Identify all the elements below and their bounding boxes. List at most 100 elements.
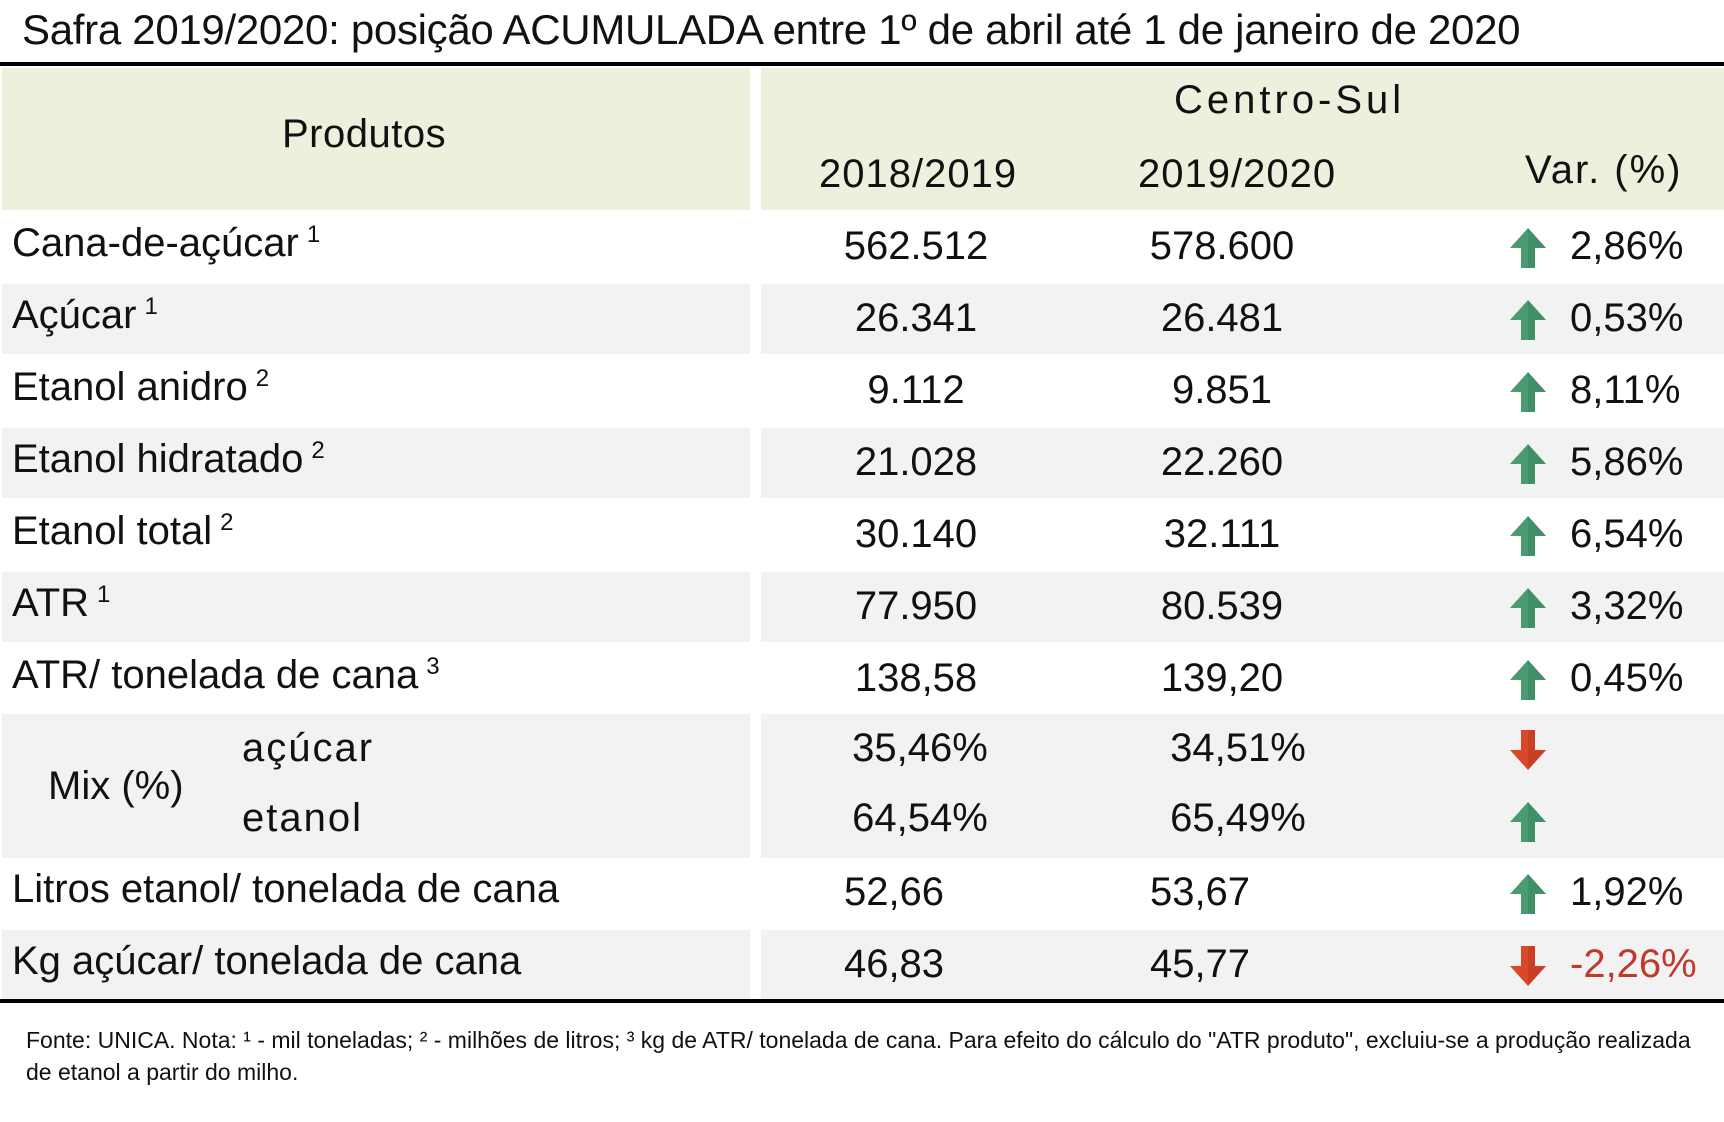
table-row: Cana-de-açúcar 1 562.512 578.600 2,86% (0, 212, 1724, 282)
row-label: Etanol total 2 (12, 507, 234, 561)
variation-value: -2,26% (1570, 942, 1697, 986)
table-row: Litros etanol/ tonelada de cana 52,66 53,6… (0, 858, 1724, 928)
row-label: ATR 1 (12, 579, 110, 633)
footnote-marker: 2 (255, 365, 270, 392)
arrow-down-icon (1508, 944, 1548, 988)
variation-value: 2,86% (1570, 224, 1684, 268)
table-row: Kg açúcar/ tonelada de cana 46,83 45,77 -2,… (0, 930, 1724, 1000)
page-title: Safra 2019/2020: posição ACUMULADA entre… (22, 6, 1521, 53)
row-band-right (761, 572, 1724, 642)
header-region-cell: Centro-Sul 2018/2019 2019/2020 Var. (%) (761, 68, 1724, 210)
value-2018-2019: 30.140 (854, 512, 978, 556)
arrow-up-icon (1508, 442, 1548, 486)
mix-label: Mix (%) (48, 764, 184, 808)
arrow-up-icon (1508, 298, 1548, 342)
arrow-up-icon (1508, 800, 1548, 844)
row-band-left (2, 714, 750, 858)
footnote-marker: 2 (220, 509, 234, 536)
row-label: Etanol hidratado 2 (12, 435, 325, 489)
row-label: Açúcar 1 (12, 291, 158, 345)
value-2018-2019: 21.028 (854, 440, 978, 484)
row-label-text: Etanol anidro (12, 365, 248, 409)
value-2018-2019: 138,58 (854, 656, 978, 700)
header-products-cell: Produtos (2, 68, 750, 210)
variation-value: 1,92% (1570, 870, 1684, 914)
value-2018-2019: 46,83 (843, 942, 945, 986)
value-2019-2020: 26.481 (1160, 296, 1284, 340)
row-label: Kg açúcar/ tonelada de cana (12, 937, 521, 985)
value-2018-2019: 26.341 (854, 296, 978, 340)
row-band-right (761, 714, 1724, 858)
source-footnote: Fonte: UNICA. Nota: ¹ - mil toneladas; ²… (26, 1027, 1691, 1085)
row-label-text: Açúcar (12, 293, 137, 337)
footnote-marker: 1 (144, 293, 158, 320)
footnote-marker: 2 (311, 437, 325, 464)
table-row: Etanol total 2 30.140 32.111 6,54% (0, 500, 1724, 570)
row-band-right (761, 428, 1724, 498)
row-label-text: Cana-de-açúcar (12, 221, 299, 265)
header-col-variation: Var. (%) (1525, 148, 1683, 192)
mix-sugar-label: açúcar (242, 726, 375, 770)
row-label-text: ATR/ tonelada de cana (12, 653, 419, 697)
row-label: Etanol anidro 2 (12, 363, 269, 417)
value-2019-2020: 22.260 (1160, 440, 1284, 484)
value-2018-2019: 52,66 (843, 870, 945, 914)
value-2019-2020: 53,67 (1149, 870, 1251, 914)
row-label: Litros etanol/ tonelada de cana (12, 865, 559, 913)
variation-value: 8,11% (1570, 368, 1681, 412)
row-label: Cana-de-açúcar 1 (12, 219, 320, 273)
row-band-left (2, 428, 750, 498)
arrow-up-icon (1508, 658, 1548, 702)
header-col-2019-2020: 2019/2020 (1138, 152, 1337, 196)
footnote-marker: 3 (426, 653, 440, 680)
mix-ethanol-label: etanol (242, 796, 363, 840)
variation-value: 3,32% (1570, 584, 1684, 628)
value-2019-2020: 32.111 (1163, 512, 1281, 556)
row-label-text: Litros etanol/ tonelada de cana (12, 867, 560, 911)
value-2019-2020: 9.851 (1171, 368, 1273, 412)
variation-value: 0,45% (1570, 656, 1684, 700)
mix-ethanol-2018-2019: 64,54% (852, 796, 988, 840)
arrow-up-icon (1508, 872, 1548, 916)
arrow-down-icon (1508, 728, 1548, 772)
footnote-marker: 1 (97, 581, 111, 608)
row-band-right (761, 284, 1724, 354)
arrow-up-icon (1508, 514, 1548, 558)
value-2019-2020: 45,77 (1149, 942, 1251, 986)
value-2019-2020: 139,20 (1160, 656, 1284, 700)
row-label-text: Kg açúcar/ tonelada de cana (12, 939, 522, 983)
table-row: Etanol hidratado 2 21.028 22.260 5,86% (0, 428, 1724, 498)
value-2019-2020: 578.600 (1149, 224, 1295, 268)
row-band-left (2, 572, 750, 642)
table-row: Açúcar 1 26.341 26.481 0,53% (0, 284, 1724, 354)
arrow-up-icon (1508, 226, 1548, 270)
table-row: ATR 1 77.950 80.539 3,32% (0, 572, 1724, 642)
mix-block: Mix (%) açúcar etanol 35,46% 34,51% 64,5… (0, 714, 1724, 858)
row-band-left (2, 930, 750, 1000)
value-2018-2019: 77.950 (854, 584, 978, 628)
variation-value: 0,53% (1570, 296, 1684, 340)
row-label-text: Etanol total (12, 509, 213, 553)
row-band-left (2, 284, 750, 354)
table-row: ATR/ tonelada de cana 3 138,58 139,20 0,45% (0, 644, 1724, 714)
header-col-2018-2019: 2018/2019 (819, 152, 1018, 196)
bottom-rule (0, 999, 1724, 1003)
variation-value: 6,54% (1570, 512, 1684, 556)
row-label-text: Etanol hidratado (12, 437, 304, 481)
top-rule (0, 62, 1724, 66)
header-products: Produtos (282, 112, 447, 156)
mix-sugar-2018-2019: 35,46% (852, 726, 988, 770)
variation-value: 5,86% (1570, 440, 1684, 484)
mix-sugar-2019-2020: 34,51% (1170, 726, 1306, 770)
arrow-up-icon (1508, 586, 1548, 630)
row-label: ATR/ tonelada de cana 3 (12, 651, 440, 705)
value-2019-2020: 80.539 (1160, 584, 1284, 628)
row-label-text: ATR (12, 581, 90, 625)
value-2018-2019: 562.512 (843, 224, 989, 268)
row-band-right (761, 930, 1724, 1000)
footnote-marker: 1 (306, 221, 321, 248)
header-region: Centro-Sul (1174, 78, 1406, 122)
arrow-up-icon (1508, 370, 1548, 414)
mix-ethanol-2019-2020: 65,49% (1170, 796, 1306, 840)
value-2018-2019: 9.112 (867, 368, 965, 412)
